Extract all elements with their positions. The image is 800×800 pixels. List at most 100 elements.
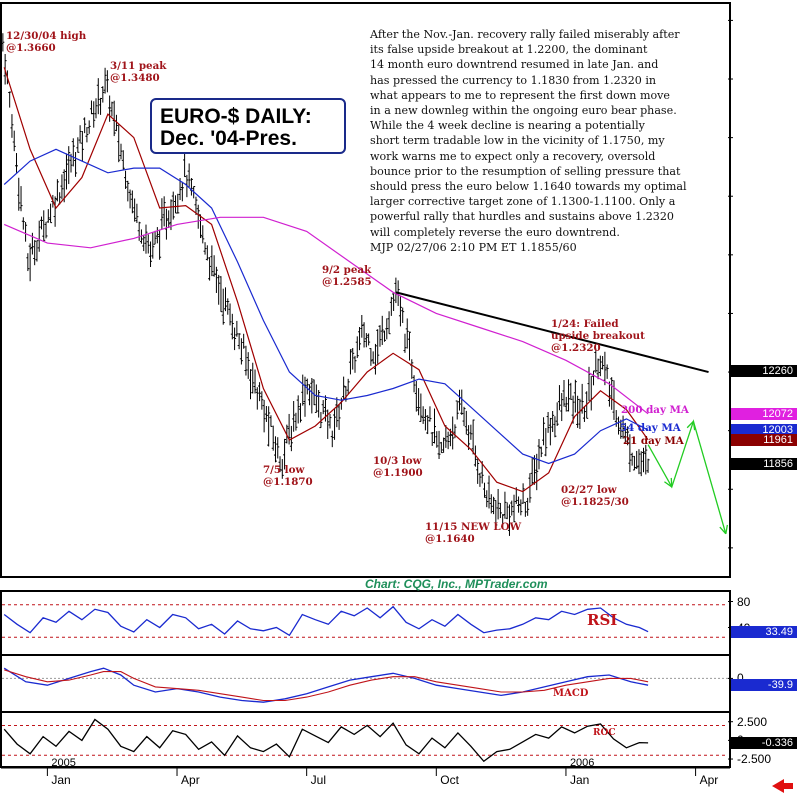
price-bar bbox=[482, 482, 486, 498]
price-bar bbox=[317, 389, 321, 418]
price-bar bbox=[505, 502, 509, 520]
price-bar bbox=[526, 497, 530, 516]
price-bar bbox=[348, 349, 352, 375]
price-bar bbox=[112, 100, 116, 137]
price-bar bbox=[19, 186, 23, 212]
price-bar bbox=[146, 234, 150, 254]
price-bar bbox=[164, 208, 168, 240]
price-bar bbox=[478, 472, 482, 487]
moving-average-line bbox=[3, 148, 649, 465]
price-bar bbox=[110, 101, 114, 117]
price-bar bbox=[473, 445, 477, 467]
price-bar bbox=[517, 496, 521, 513]
commentary-line: short term tradable low in the vicinity … bbox=[370, 134, 665, 148]
price-bar bbox=[421, 406, 425, 424]
indicator-panel-frame bbox=[0, 590, 731, 768]
price-bar bbox=[262, 399, 266, 433]
annotation-value: @1.1640 bbox=[425, 533, 475, 545]
price-bar bbox=[642, 447, 646, 473]
price-bar bbox=[601, 356, 605, 370]
price-bar bbox=[233, 327, 237, 351]
price-bar bbox=[514, 487, 518, 504]
price-bar bbox=[598, 355, 602, 377]
price-bar bbox=[605, 364, 609, 379]
price-bar bbox=[630, 452, 634, 466]
commentary-text: After the Nov.-Jan. recovery rally faile… bbox=[370, 27, 715, 255]
commentary-line: bounce prior to the resumption of sellin… bbox=[370, 164, 681, 178]
price-bar bbox=[371, 351, 375, 364]
price-bar bbox=[126, 180, 130, 202]
price-bar bbox=[544, 428, 548, 457]
price-bar bbox=[64, 153, 68, 190]
price-bar bbox=[12, 130, 16, 152]
price-bar bbox=[398, 296, 402, 327]
price-bar bbox=[433, 408, 437, 444]
price-bar bbox=[303, 376, 307, 417]
price-bar bbox=[564, 396, 568, 412]
price-bar bbox=[369, 348, 373, 366]
price-bar bbox=[128, 189, 132, 209]
price-bar bbox=[80, 130, 84, 162]
price-bar bbox=[135, 203, 139, 223]
price-tag: 12003 bbox=[731, 423, 797, 436]
price-bar bbox=[269, 415, 273, 427]
price-bar bbox=[96, 78, 100, 115]
price-bar bbox=[537, 439, 541, 470]
commentary-line: has pressed the currency to 1.1830 from … bbox=[370, 73, 657, 87]
price-bar bbox=[553, 416, 557, 438]
price-bar bbox=[162, 196, 166, 227]
price-bar bbox=[144, 224, 148, 254]
price-bar bbox=[21, 217, 25, 230]
projection-arrow-head bbox=[686, 420, 696, 431]
price-bar bbox=[217, 274, 221, 305]
price-annotation: 3/11 peak @1.3480 bbox=[110, 60, 166, 84]
price-bar bbox=[273, 436, 277, 463]
annotation-label: 7/5 low bbox=[263, 464, 305, 476]
price-bar bbox=[230, 313, 234, 340]
price-bar bbox=[251, 362, 255, 394]
price-bar bbox=[532, 455, 536, 485]
price-bar bbox=[412, 375, 416, 393]
commentary-line: 14 month euro downtrend resumed in late … bbox=[370, 58, 659, 72]
price-bar bbox=[496, 489, 500, 520]
x-axis-tick-label: Apr bbox=[181, 773, 200, 787]
price-bar bbox=[171, 191, 175, 220]
price-bar bbox=[149, 241, 153, 267]
price-bar bbox=[383, 330, 387, 342]
price-bar bbox=[333, 409, 337, 440]
price-bar bbox=[362, 322, 366, 348]
price-bar bbox=[328, 414, 332, 429]
price-bar bbox=[130, 190, 134, 214]
price-bar bbox=[42, 210, 46, 242]
price-bar bbox=[628, 434, 632, 473]
x-axis-year-label: 2006 bbox=[569, 757, 595, 769]
price-bar bbox=[619, 419, 623, 439]
price-bar bbox=[83, 117, 87, 134]
price-bar bbox=[507, 504, 511, 536]
x-axis-tick-label: Jan bbox=[51, 773, 71, 787]
price-bar bbox=[569, 382, 573, 400]
price-bar bbox=[646, 458, 650, 473]
price-bar bbox=[408, 331, 412, 361]
price-bar bbox=[319, 412, 323, 429]
commentary-line: While the 4 week decline is nearing a po… bbox=[370, 119, 645, 133]
price-bar bbox=[169, 199, 173, 231]
price-bar bbox=[26, 253, 30, 272]
price-bar bbox=[487, 475, 491, 509]
price-bar bbox=[53, 196, 57, 227]
price-bar bbox=[33, 240, 37, 266]
price-bar bbox=[358, 327, 362, 351]
price-bar bbox=[567, 379, 571, 412]
price-bar bbox=[330, 430, 334, 448]
price-bar bbox=[494, 500, 498, 530]
moving-average-label: 54 day MA bbox=[620, 422, 681, 434]
price-bar bbox=[464, 410, 468, 435]
price-bar bbox=[155, 227, 159, 244]
price-bar bbox=[180, 181, 184, 202]
price-bar bbox=[546, 412, 550, 433]
price-bar bbox=[582, 406, 586, 422]
price-bar bbox=[246, 352, 250, 379]
price-bar bbox=[264, 405, 268, 422]
indicator-tick-label: 0 bbox=[737, 671, 744, 685]
